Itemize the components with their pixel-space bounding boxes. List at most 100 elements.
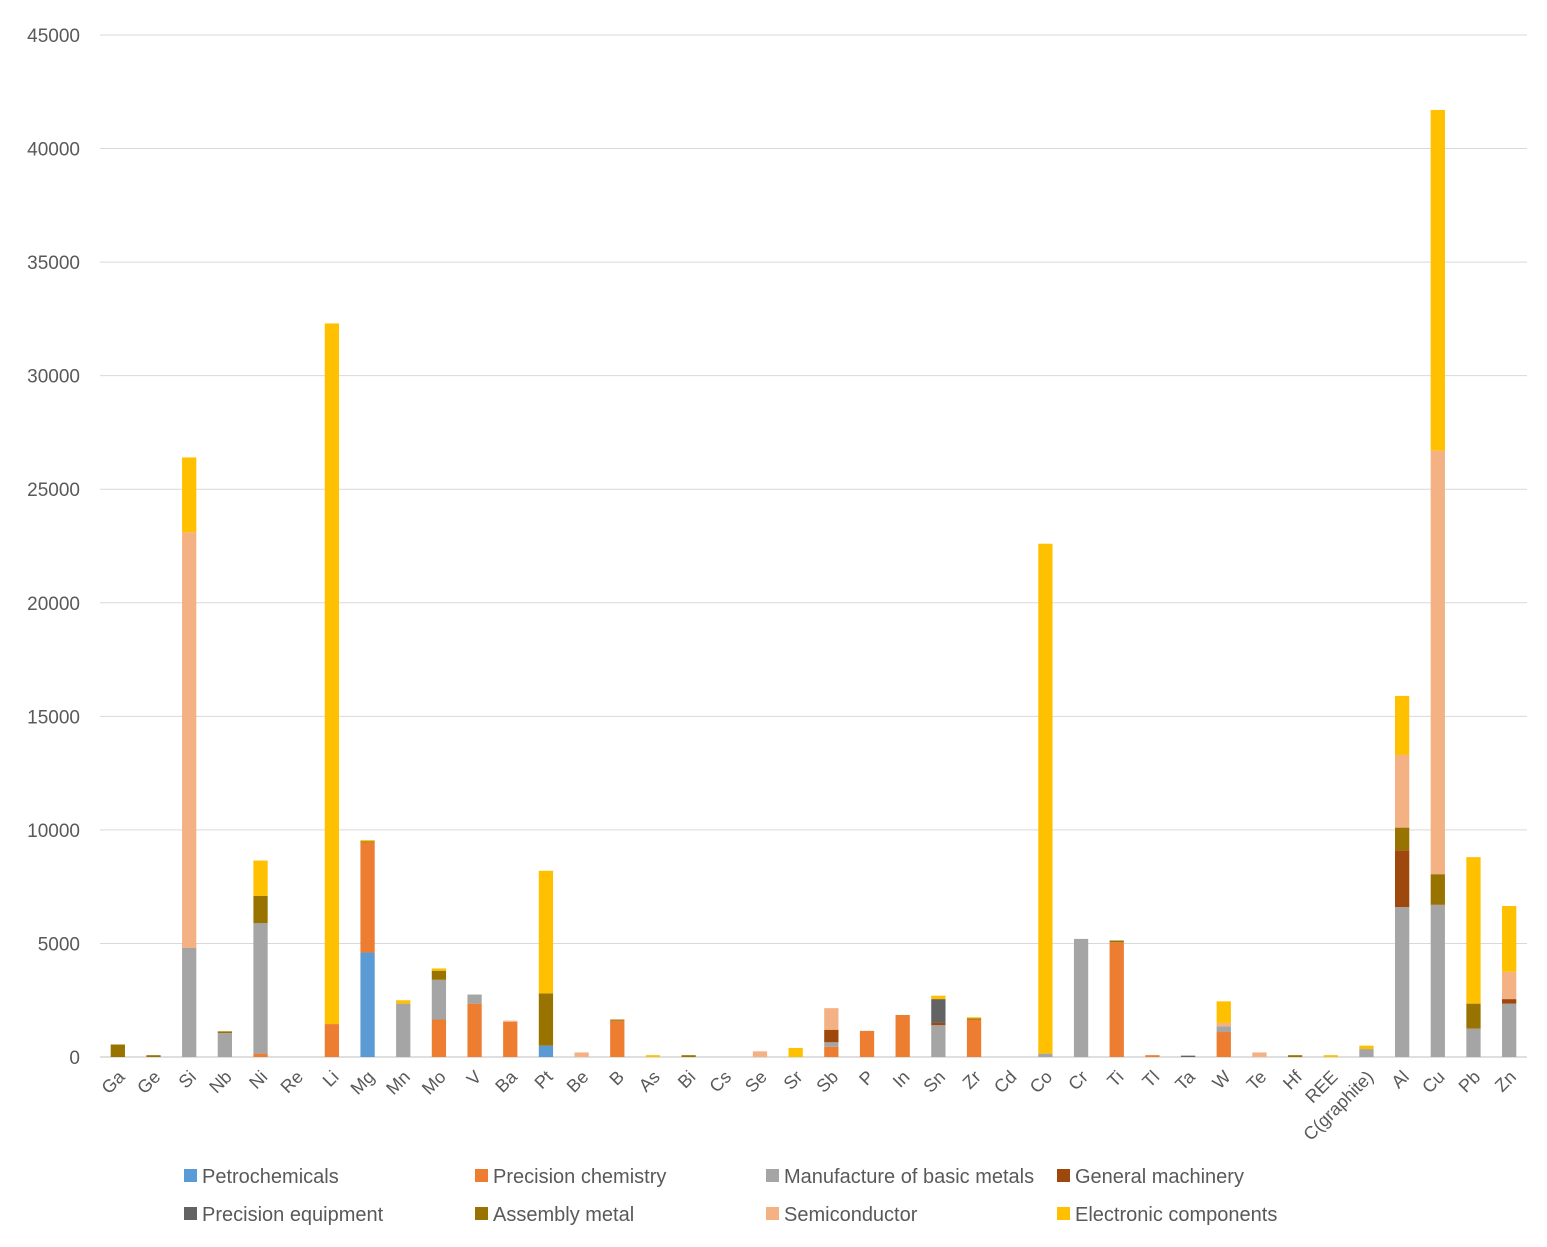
x-tick-label: Co (1026, 1067, 1056, 1097)
bar-segment (574, 1052, 589, 1057)
bar-segment (1430, 109, 1445, 451)
bar-segment (931, 995, 946, 1000)
x-tick-label: Te (1243, 1067, 1271, 1095)
bar-segment (182, 457, 197, 533)
x-tick-label: W (1208, 1067, 1234, 1093)
x-tick-label: Cd (990, 1067, 1020, 1097)
bar-segment (1359, 1045, 1374, 1050)
bar-segment (895, 1014, 910, 1057)
x-tick-label: Ta (1171, 1066, 1199, 1094)
bar-segment (966, 1018, 982, 1020)
bar-segment (360, 840, 375, 842)
x-tick-label: Mg (347, 1067, 379, 1099)
bar-segment (1038, 543, 1053, 1054)
legend-label: Precision equipment (202, 1204, 384, 1226)
bar-segment (110, 1044, 125, 1057)
bar-segment (324, 1024, 340, 1057)
x-tick-label: Zr (959, 1067, 985, 1093)
y-tick-label: 25000 (27, 480, 80, 501)
legend-swatch (475, 1169, 488, 1182)
x-tick-label: Pt (531, 1067, 557, 1093)
x-tick-label: Cu (1418, 1067, 1448, 1097)
bar-segment (1395, 695, 1410, 755)
bar-segment (182, 532, 197, 948)
bar-segment (538, 870, 554, 994)
bar-segment (396, 1000, 411, 1004)
bar-segment (1216, 1022, 1231, 1027)
bar-segment (467, 994, 482, 1004)
bar-segment (431, 968, 447, 971)
bar-segment (538, 993, 554, 1046)
bar-segment (1502, 905, 1517, 972)
x-tick-label: Hf (1279, 1066, 1307, 1094)
bar-segment (824, 1046, 839, 1057)
bar-segment (1395, 907, 1410, 1057)
legend-item: Manufacture of basic metals (766, 1166, 1034, 1188)
y-tick-label: 20000 (27, 594, 80, 615)
legend-item: Precision equipment (184, 1204, 384, 1226)
x-tick-label: Sr (780, 1067, 807, 1094)
x-tick-label: Nb (205, 1067, 235, 1097)
bar-segment (824, 1008, 839, 1030)
bar-segment (966, 1019, 982, 1057)
bar-segment (1466, 1028, 1481, 1057)
bar-segment (1359, 1049, 1374, 1057)
bar-segment (931, 1025, 946, 1057)
legend-item: Petrochemicals (184, 1166, 339, 1188)
legend-swatch (184, 1207, 197, 1220)
bar-segment (360, 841, 375, 843)
bar-segment (253, 860, 268, 896)
bar-segment (1466, 857, 1481, 1004)
bar-segment (431, 1019, 447, 1057)
bar-segment (324, 323, 340, 1025)
bar-segment (360, 952, 375, 1057)
x-tick-label: Ti (1103, 1067, 1127, 1091)
legend-item: Precision chemistry (475, 1166, 666, 1188)
legend-swatch (766, 1207, 779, 1220)
bar-segment (431, 970, 447, 980)
bar-segment (610, 1020, 625, 1057)
bar-segment (1395, 754, 1410, 828)
legend-swatch (184, 1169, 197, 1182)
bar-segment (217, 1033, 232, 1057)
bar-segment (645, 1055, 661, 1057)
x-tick-label: Al (1387, 1067, 1412, 1092)
y-axis-ticks: 0 5000 10000 15000 20000 25000 30000 35000 40000… (27, 26, 80, 1069)
bar-segment (1323, 1055, 1338, 1057)
bar-segment (824, 1042, 839, 1047)
bar-segment (1109, 940, 1124, 943)
bar-segment (217, 1031, 232, 1034)
x-tick-label: As (635, 1067, 664, 1096)
bar-segment (1395, 850, 1410, 908)
x-tick-label: Sb (812, 1067, 842, 1097)
legend-label: Precision chemistry (493, 1166, 666, 1188)
x-tick-label: Si (175, 1067, 200, 1092)
legend-item: Assembly metal (475, 1204, 634, 1226)
legend-label: Electronic components (1075, 1204, 1277, 1226)
legend-label: Manufacture of basic metals (784, 1166, 1034, 1188)
x-tick-label: Mn (382, 1067, 414, 1099)
x-tick-label: V (463, 1067, 486, 1090)
bar-segment (146, 1055, 161, 1057)
legend-swatch (1057, 1169, 1070, 1182)
y-tick-label: 30000 (27, 367, 80, 388)
y-tick-label: 10000 (27, 821, 80, 842)
bar-segment (253, 895, 268, 924)
bar-segment (1395, 827, 1410, 851)
legend-label: Assembly metal (493, 1204, 634, 1226)
bar-segment (1502, 971, 1517, 1000)
x-tick-label: Ba (491, 1066, 521, 1096)
legend-label: Petrochemicals (202, 1166, 339, 1188)
bar-segment (1502, 999, 1517, 1004)
bar-segment (1252, 1052, 1267, 1057)
legend-swatch (475, 1207, 488, 1220)
y-tick-label: 45000 (27, 26, 80, 47)
x-tick-label: Ge (133, 1067, 164, 1098)
y-tick-label: 40000 (27, 140, 80, 161)
x-tick-label: Zn (1491, 1067, 1520, 1096)
bar-segment (931, 999, 946, 1023)
bar-segment (1216, 1026, 1231, 1033)
bar-segment (1180, 1055, 1196, 1057)
bar-segment (1287, 1055, 1303, 1057)
